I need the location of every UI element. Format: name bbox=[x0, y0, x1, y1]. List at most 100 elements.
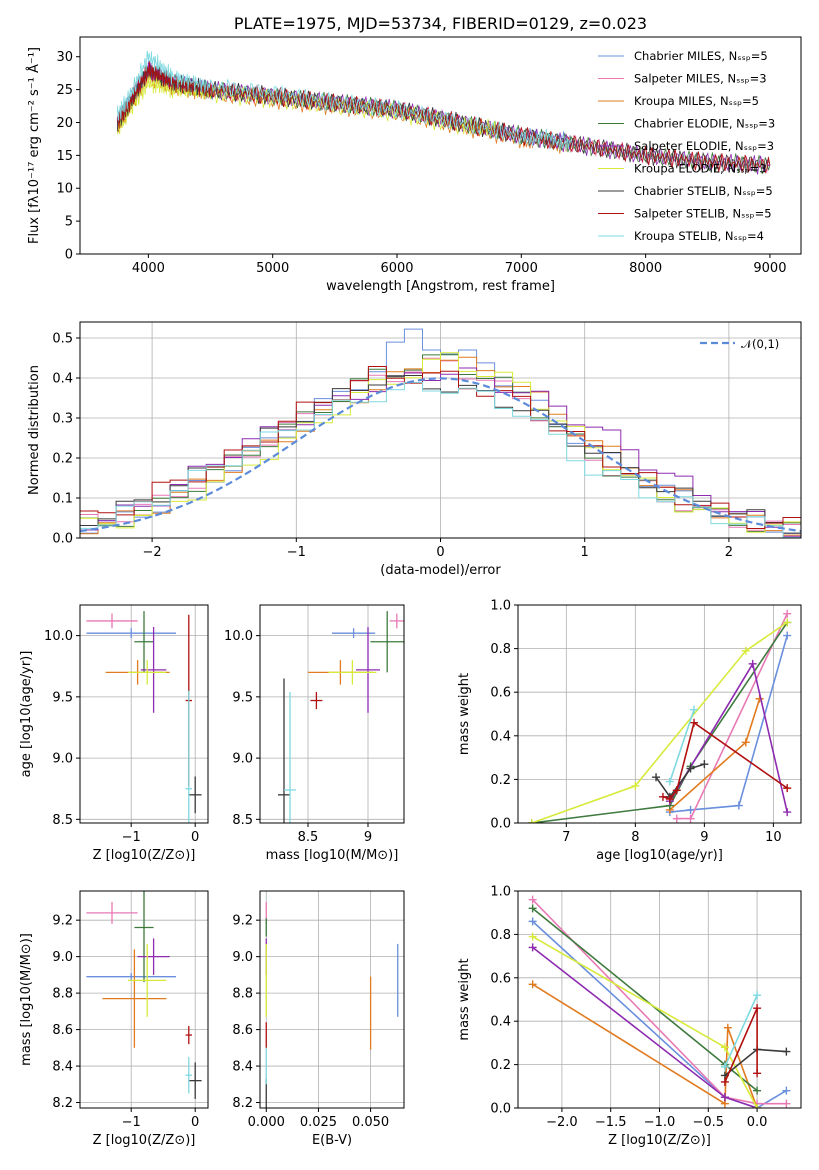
weight-marker bbox=[753, 1086, 762, 1095]
y-tick-label: 0.2 bbox=[52, 452, 73, 467]
weight-marker bbox=[528, 895, 537, 904]
weight-marker bbox=[686, 805, 695, 814]
weight-marker bbox=[690, 705, 699, 714]
legend-label-6: Kroupa ELODIE, Nₛₛₚ=3 bbox=[634, 162, 767, 176]
x-axis-label: (data-model)/error bbox=[380, 563, 501, 578]
y-tick-label: 30 bbox=[56, 50, 73, 65]
y-tick-label: 9.0 bbox=[232, 950, 253, 965]
y-tick-label: 0.2 bbox=[490, 1058, 511, 1073]
x-tick-label: −2.0 bbox=[546, 1115, 578, 1130]
weight-marker bbox=[690, 718, 699, 727]
x-axis-label: mass [log10(M/M⊙)] bbox=[266, 848, 399, 863]
legend-label-1: Chabrier MILES, Nₛₛₚ=5 bbox=[634, 49, 768, 63]
weight-marker bbox=[734, 801, 743, 810]
plot-area bbox=[116, 50, 771, 175]
x-tick-label: −0.5 bbox=[693, 1115, 725, 1130]
x-tick-label: −1 bbox=[287, 545, 306, 560]
weight-marker bbox=[631, 781, 640, 790]
panel-age-vs-z: −1 0 8.5 9.0 9.5 10.0 Z [log10(Z/Z⊙)] age [log1… bbox=[19, 604, 209, 863]
y-tick-label: 0.0 bbox=[490, 817, 511, 832]
legend-label-4: Chabrier ELODIE, Nₛₛₚ=3 bbox=[634, 117, 775, 131]
axes-frame bbox=[259, 890, 405, 1109]
weight-marker bbox=[741, 738, 750, 747]
weight-line-8 bbox=[724, 1007, 758, 1083]
y-axis-label: Flux [fλ10⁻¹⁷ erg cm⁻² s⁻¹ Å⁻¹] bbox=[26, 47, 42, 244]
y-tick-label: 0.4 bbox=[490, 1015, 511, 1030]
y-tick-label: 9.5 bbox=[232, 690, 253, 705]
y-tick-label: 8.8 bbox=[232, 987, 253, 1002]
weight-marker bbox=[665, 777, 674, 786]
y-tick-label: 15 bbox=[56, 149, 73, 164]
weight-line-6 bbox=[531, 621, 788, 823]
y-tick-label: 9.2 bbox=[232, 914, 253, 929]
plot-area bbox=[278, 611, 404, 823]
panel-age-vs-mass: 8.5 9 8.5 9.0 9.5 10.0 mass [log10(M/M⊙)] bbox=[224, 604, 405, 863]
histogram-9 bbox=[80, 381, 801, 538]
x-tick-label: 4000 bbox=[132, 261, 165, 276]
y-tick-label: 8.2 bbox=[52, 1096, 73, 1111]
weight-marker bbox=[753, 1069, 762, 1078]
y-axis-label: Normed distribution bbox=[27, 365, 42, 495]
weight-marker bbox=[672, 814, 681, 823]
y-tick-label: 8.8 bbox=[52, 987, 73, 1002]
x-tick-label: 0 bbox=[436, 545, 444, 560]
spectrum-line-6 bbox=[116, 75, 497, 137]
weight-marker bbox=[665, 795, 674, 804]
weight-line-1 bbox=[669, 635, 788, 813]
panel-residuals: 𝒩(0,1) −2 −1 0 1 2 0.0 0.1 0.2 0.3 0.4 0.5 (data-mod… bbox=[27, 321, 802, 578]
x-axis-label: Z [log10(Z/Z⊙)] bbox=[608, 1133, 711, 1148]
weight-line-4 bbox=[532, 907, 758, 1092]
weight-marker bbox=[686, 814, 695, 823]
y-axis-label: mass weight bbox=[457, 673, 472, 755]
x-tick-label: 5000 bbox=[256, 261, 289, 276]
x-tick-label: −2 bbox=[143, 545, 162, 560]
y-tick-label: 0.8 bbox=[490, 928, 511, 943]
weight-marker bbox=[753, 991, 762, 1000]
weight-marker bbox=[528, 943, 537, 952]
axes-frame bbox=[259, 604, 405, 824]
y-tick-label: 10 bbox=[56, 182, 73, 197]
legend-label-7: Chabrier STELIB, Nₛₛₚ=5 bbox=[634, 184, 773, 198]
legend-label-normal: 𝒩(0,1) bbox=[741, 337, 779, 351]
x-tick-label: 1 bbox=[581, 545, 589, 560]
x-axis-label: Z [log10(Z/Z⊙)] bbox=[93, 1133, 196, 1148]
x-tick-label: 7 bbox=[562, 830, 570, 845]
weight-marker bbox=[782, 1047, 791, 1056]
weight-marker bbox=[753, 1104, 762, 1108]
x-tick-label: 0 bbox=[191, 830, 199, 845]
weight-marker bbox=[528, 932, 537, 941]
x-tick-label: 0.000 bbox=[248, 1115, 285, 1130]
y-tick-label: 8.4 bbox=[232, 1060, 253, 1075]
y-tick-label: 8.5 bbox=[52, 813, 73, 828]
weight-marker bbox=[720, 1077, 729, 1086]
y-tick-label: 9.0 bbox=[232, 752, 253, 767]
x-tick-label: 0 bbox=[191, 1115, 199, 1130]
x-tick-label: 0.050 bbox=[352, 1115, 389, 1130]
x-tick-label: 7000 bbox=[505, 261, 538, 276]
axes-frame bbox=[79, 604, 209, 824]
panel-mass-vs-z: −1 0 8.2 8.4 8.6 8.8 9.0 9.2 Z [log10(Z/Z⊙)] mass… bbox=[19, 890, 209, 1148]
plot-area bbox=[527, 609, 792, 823]
y-tick-label: 0.2 bbox=[490, 773, 511, 788]
x-tick-label: 8000 bbox=[629, 261, 662, 276]
weight-marker bbox=[720, 1093, 729, 1102]
y-tick-label: 0.5 bbox=[52, 332, 73, 347]
weight-marker bbox=[783, 808, 792, 817]
weight-marker bbox=[528, 917, 537, 926]
axes-frame bbox=[517, 604, 802, 824]
axes-frame bbox=[79, 36, 802, 255]
panel-mass-vs-ebv: 0.000 0.025 0.050 8.2 8.4 8.6 8.8 9.0 9.2 E(B-V) bbox=[232, 890, 405, 1148]
plot-area bbox=[528, 895, 791, 1108]
legend-label-3: Kroupa MILES, Nₛₛₚ=5 bbox=[634, 94, 759, 108]
weight-marker bbox=[686, 764, 695, 773]
weight-marker bbox=[672, 786, 681, 795]
x-tick-label: 0.025 bbox=[300, 1115, 337, 1130]
legend-label-8: Salpeter STELIB, Nₛₛₚ=5 bbox=[634, 207, 772, 221]
weight-marker bbox=[720, 1043, 729, 1052]
spectrum-line-9 bbox=[116, 50, 572, 151]
plot-area bbox=[86, 891, 202, 1099]
y-tick-label: 0 bbox=[65, 248, 73, 263]
x-tick-label: 2 bbox=[725, 545, 733, 560]
weight-marker bbox=[528, 904, 537, 913]
weight-line-4 bbox=[531, 621, 788, 823]
